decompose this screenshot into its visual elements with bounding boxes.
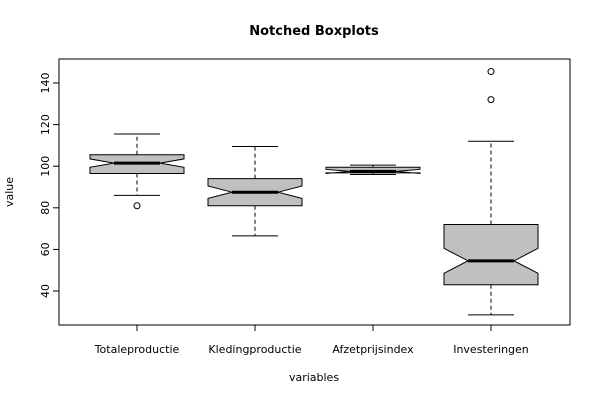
y-tick-label: 40 — [39, 284, 52, 298]
x-axis: Totaleproductie Kledingproductie Afzetprij… — [94, 324, 529, 356]
box-afzetprijsindex — [325, 164, 421, 176]
outlier-point — [133, 202, 141, 210]
box-kledingproductie — [207, 145, 303, 237]
x-tick-label: Kledingproductie — [208, 343, 301, 356]
box-body — [443, 223, 539, 286]
y-tick-label: 60 — [39, 242, 52, 256]
outlier-point — [487, 68, 495, 76]
x-tick-label: Totaleproductie — [94, 343, 180, 356]
chart-title: Notched Boxplots — [249, 24, 379, 39]
outlier-point — [487, 96, 495, 104]
x-axis-label: variables — [289, 371, 339, 384]
boxes — [89, 68, 539, 316]
y-axis-label: value — [3, 177, 16, 207]
y-tick-label: 140 — [39, 73, 52, 94]
box-investeringen — [443, 68, 539, 316]
y-tick-label: 100 — [39, 156, 52, 177]
y-tick-label: 80 — [39, 201, 52, 215]
box-totaleproductie — [89, 133, 185, 210]
x-tick-label: Afzetprijsindex — [332, 343, 414, 356]
y-tick-label: 120 — [39, 114, 52, 135]
x-tick-label: Investeringen — [453, 343, 529, 356]
y-axis: 40 60 80 100 120 140 — [39, 73, 60, 298]
